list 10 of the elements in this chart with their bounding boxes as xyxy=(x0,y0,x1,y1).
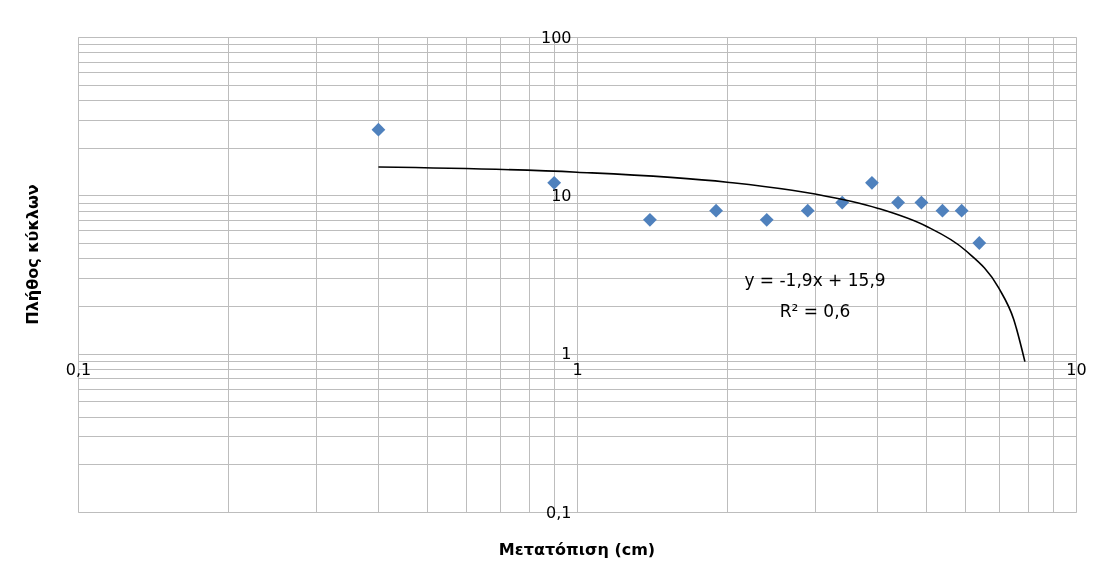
y-axis-title: Πλήθος κύκλων xyxy=(23,184,42,325)
y-tick-label: 1 xyxy=(561,344,572,364)
y-tick-label: 10 xyxy=(551,185,572,205)
x-tick-label: 10 xyxy=(1066,360,1087,380)
y-tick-label: 0,1 xyxy=(546,502,572,522)
x-tick-label: 0,1 xyxy=(65,360,92,380)
annotation: y = -1,9x + 15,9 xyxy=(744,270,886,290)
y-tick-label: 100 xyxy=(540,27,572,47)
x-axis-title: Μετατόπιση (cm) xyxy=(498,540,656,559)
annotation: R² = 0,6 xyxy=(779,301,851,321)
